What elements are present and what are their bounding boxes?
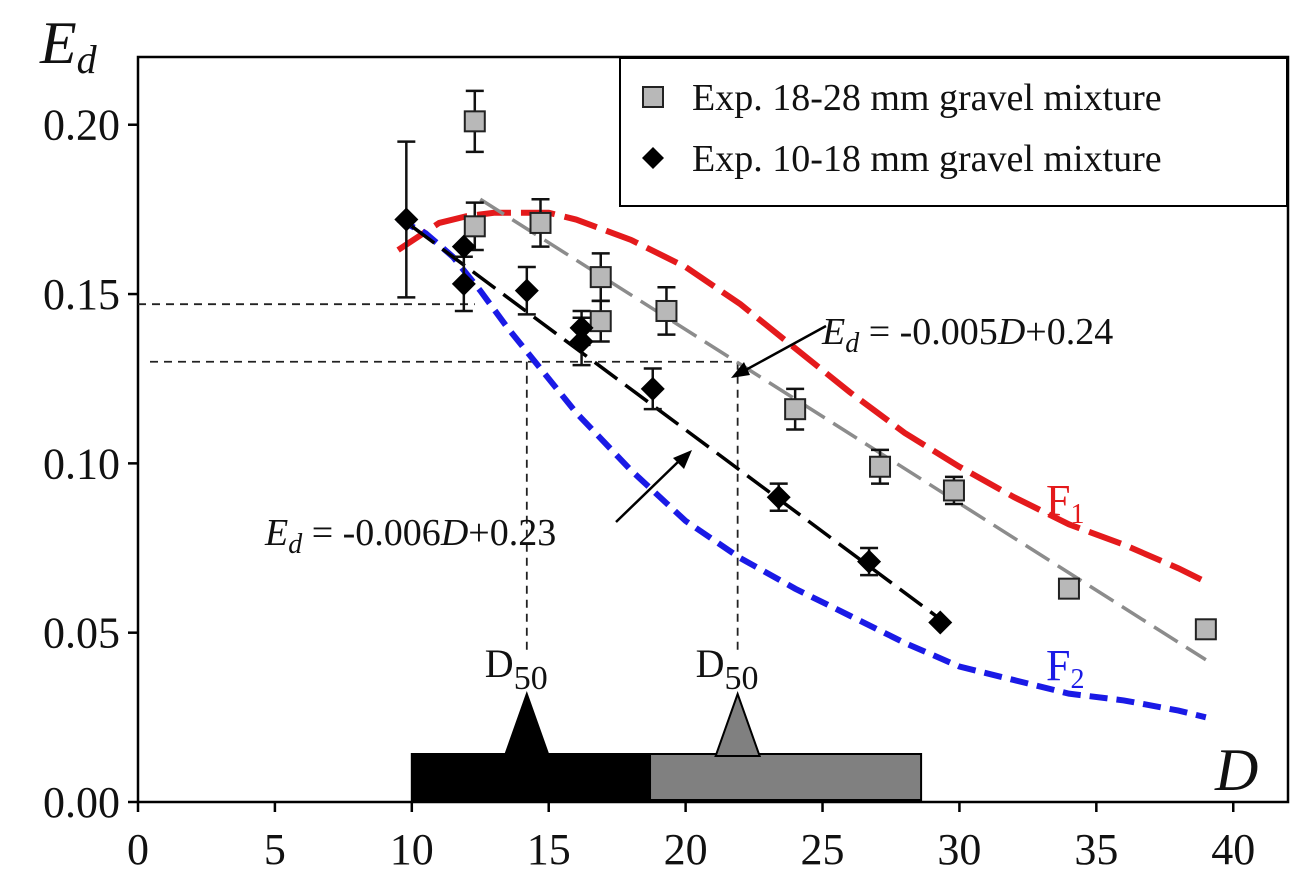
d50-label-sub: 50: [514, 660, 548, 697]
equation-lower-arrowhead: [673, 450, 692, 469]
d50-label-2: D50: [696, 641, 759, 697]
x-tick-label: 30: [937, 825, 981, 874]
d50-markers: D50 D50: [485, 641, 762, 757]
fit-lines: [410, 197, 1207, 662]
data-point-diamond: [451, 271, 476, 296]
model-curves: [396, 209, 1208, 721]
x-tick-label: 15: [527, 825, 571, 874]
data-point-diamond: [640, 376, 665, 401]
y-axis-title: Ed: [39, 10, 98, 82]
x-tick-label: 5: [264, 825, 286, 874]
curve-label-f1: F1: [1046, 476, 1084, 530]
y-tick-label: 0.00: [43, 778, 120, 827]
equation-upper: Ed = -0.005D+0.24: [821, 311, 1113, 359]
data-point-square: [942, 479, 965, 502]
d50-triangle-1: [503, 691, 551, 757]
fit-line-1: [479, 197, 1207, 662]
data-point-square: [589, 266, 612, 289]
data-point-diamond: [394, 207, 419, 232]
data-point-square: [529, 211, 552, 234]
legend-box: [619, 57, 1288, 207]
d50-triangle-2: [714, 691, 762, 757]
error-bars: [397, 89, 963, 577]
y-axis-title-main: E: [39, 10, 77, 76]
d50-label-main: D: [696, 641, 725, 686]
x-axis-title: D: [1214, 737, 1258, 803]
y-tick-label: 0.05: [43, 609, 120, 658]
d50-label-main: D: [485, 641, 514, 686]
data-point-square: [589, 310, 612, 333]
data-point-square: [463, 110, 486, 133]
fit-line-2: [410, 224, 942, 621]
curve-label-f2: F2: [1046, 641, 1084, 695]
data-point-diamond: [928, 610, 953, 635]
d50-label-sub: 50: [725, 660, 759, 697]
data-point-square: [869, 455, 892, 478]
d50-label-1: D50: [485, 641, 548, 697]
x-tick-label: 35: [1074, 825, 1118, 874]
d50-reference-lines: [138, 303, 739, 650]
data-point-square: [1194, 618, 1217, 641]
x-tick-label: 10: [390, 825, 434, 874]
legend-label-series-1: Exp. 18-28 mm gravel mixture: [692, 77, 1162, 119]
y-tick-label: 0.15: [43, 270, 120, 319]
data-point-diamond: [569, 315, 594, 340]
equation-lower: Ed = -0.006D+0.23: [264, 512, 556, 560]
data-point-diamond: [569, 329, 594, 354]
axis-ticks: 0 5 10 15 20 25 30 35 40 0.00 0.05 0.10 0.15 0.20: [43, 101, 1255, 874]
x-tick-label: 40: [1211, 825, 1255, 874]
legend-square-marker: [642, 86, 664, 108]
data-point-diamond: [766, 485, 791, 510]
x-tick-label: 25: [801, 825, 845, 874]
data-point-diamond: [451, 234, 476, 259]
range-bar-2: [649, 753, 923, 801]
data-point-square: [655, 299, 678, 322]
legend-label-series-2: Exp. 10-18 mm gravel mixture: [692, 138, 1162, 180]
y-axis-title-sub: d: [77, 37, 98, 82]
y-tick-label: 0.20: [43, 101, 120, 150]
x-tick-label: 20: [664, 825, 708, 874]
legend: Exp. 18-28 mm gravel mixture Exp. 10-18 …: [619, 57, 1288, 207]
curve-f2: [396, 216, 1207, 721]
equation-lower-arrow: [615, 459, 681, 523]
data-point-diamond: [857, 549, 882, 574]
data-points: [394, 110, 1217, 641]
legend-diamond-marker: [642, 147, 664, 169]
y-tick-label: 0.10: [43, 439, 120, 488]
data-point-square: [1057, 577, 1080, 600]
data-point-diamond: [514, 278, 539, 303]
range-bar-1: [410, 753, 652, 801]
size-range-bars: [410, 753, 923, 801]
data-point-square: [463, 215, 486, 238]
equation-upper-arrowhead: [731, 362, 750, 378]
data-point-square: [784, 398, 807, 421]
equation-upper-arrow: [741, 324, 827, 374]
x-tick-label: 0: [127, 825, 149, 874]
curve-f1: [396, 209, 1208, 585]
